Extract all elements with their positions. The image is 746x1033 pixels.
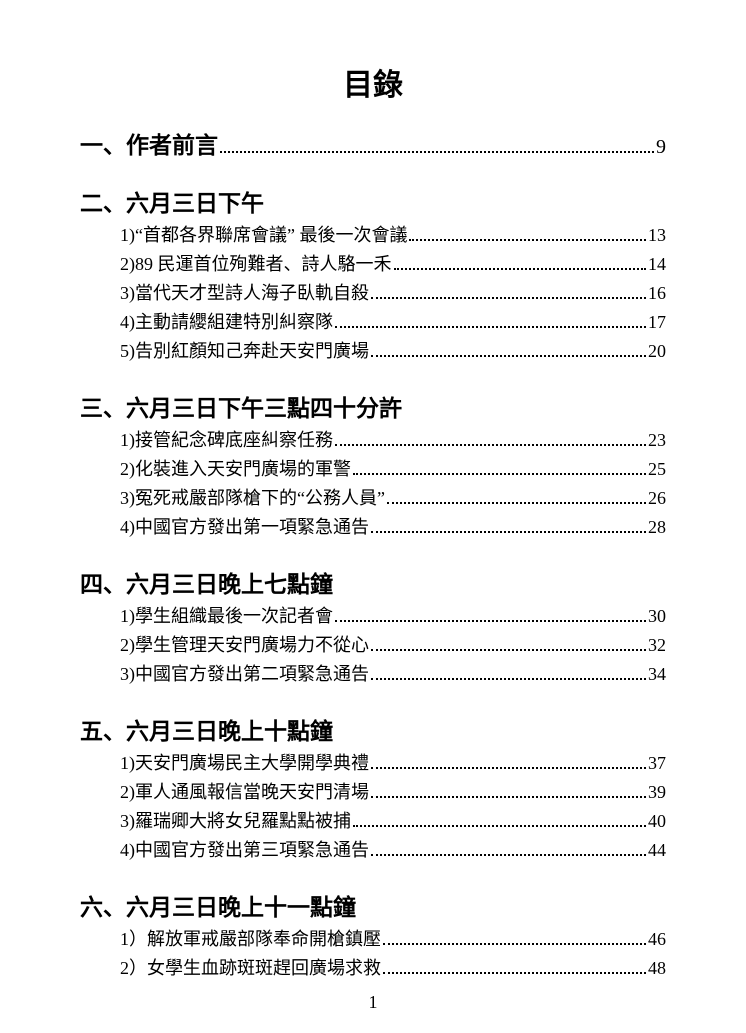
toc-entry: 3)中國官方發出第二項緊急通告 34 — [120, 661, 666, 688]
entry-page-number: 23 — [648, 427, 666, 454]
toc-entry: 2)軍人通風報信當晚天安門清場 39 — [120, 779, 666, 806]
dot-leader — [383, 942, 646, 945]
entry-label: 1)“首都各界聯席會議” 最後一次會議 — [120, 222, 407, 249]
toc-entry: 5)告別紅顏知己奔赴天安門廣場 20 — [120, 338, 666, 365]
toc-sections: 一、作者前言9二、六月三日下午1)“首都各界聯席會議” 最後一次會議132)89… — [80, 126, 666, 982]
toc-section: 一、作者前言 9 — [80, 126, 666, 160]
dot-leader — [353, 824, 646, 827]
dot-leader — [394, 267, 647, 270]
entry-page-number: 48 — [648, 955, 666, 982]
entry-label: 1)接管紀念碑底座糾察任務 — [120, 427, 333, 454]
dot-leader — [335, 619, 646, 622]
entry-page-number: 13 — [648, 222, 666, 249]
entry-label: 3)冤死戒嚴部隊槍下的“公務人員” — [120, 485, 385, 512]
toc-section: 三、六月三日下午三點四十分許1)接管紀念碑底座糾察任務232)化裝進入天安門廣場… — [80, 389, 666, 541]
entry-page-number: 40 — [648, 808, 666, 835]
toc-section: 五、六月三日晚上十點鐘1)天安門廣場民主大學開學典禮372)軍人通風報信當晚天安… — [80, 712, 666, 864]
entry-page-number: 16 — [648, 280, 666, 307]
section-heading-text: 二、六月三日下午 — [80, 184, 264, 218]
toc-entry: 1）解放軍戒嚴部隊奉命開槍鎮壓 46 — [120, 926, 666, 953]
dot-leader — [335, 443, 646, 446]
dot-leader — [371, 530, 646, 533]
toc-entry: 2)89 民運首位殉難者、詩人駱一禾 14 — [120, 251, 666, 278]
section-heading: 二、六月三日下午 — [80, 184, 666, 218]
dot-leader — [371, 296, 646, 299]
entry-label: 2)化裝進入天安門廣場的軍警 — [120, 456, 351, 483]
section-heading-text: 四、六月三日晚上七點鐘 — [80, 565, 333, 599]
section-page-number: 9 — [656, 136, 666, 159]
entry-label: 2）女學生血跡斑斑趕回廣場求救 — [120, 955, 381, 982]
entry-label: 3)羅瑞卿大將女兒羅點點被捕 — [120, 808, 351, 835]
dot-leader — [387, 501, 646, 504]
entry-label: 2)89 民運首位殉難者、詩人駱一禾 — [120, 251, 392, 278]
toc-entry: 2)學生管理天安門廣場力不從心 32 — [120, 632, 666, 659]
section-heading: 四、六月三日晚上七點鐘 — [80, 565, 666, 599]
toc-entry: 3)羅瑞卿大將女兒羅點點被捕 40 — [120, 808, 666, 835]
entry-label: 1)天安門廣場民主大學開學典禮 — [120, 750, 369, 777]
dot-leader — [220, 150, 654, 153]
entry-label: 1)學生組織最後一次記者會 — [120, 603, 333, 630]
footer-page-number: 1 — [0, 992, 746, 1013]
dot-leader — [371, 766, 646, 769]
entry-label: 5)告別紅顏知己奔赴天安門廣場 — [120, 338, 369, 365]
entry-page-number: 14 — [648, 251, 666, 278]
entry-page-number: 25 — [648, 456, 666, 483]
entry-label: 1）解放軍戒嚴部隊奉命開槍鎮壓 — [120, 926, 381, 953]
toc-section: 四、六月三日晚上七點鐘1)學生組織最後一次記者會302)學生管理天安門廣場力不從… — [80, 565, 666, 688]
toc-entry: 3)當代天才型詩人海子臥軌自殺 16 — [120, 280, 666, 307]
dot-leader — [409, 238, 646, 241]
toc-entry: 1)天安門廣場民主大學開學典禮 37 — [120, 750, 666, 777]
toc-entry: 3)冤死戒嚴部隊槍下的“公務人員” 26 — [120, 485, 666, 512]
dot-leader — [371, 795, 646, 798]
entry-label: 3)中國官方發出第二項緊急通告 — [120, 661, 369, 688]
dot-leader — [371, 853, 646, 856]
dot-leader — [371, 354, 646, 357]
toc-entry: 4)中國官方發出第三項緊急通告 44 — [120, 837, 666, 864]
dot-leader — [371, 677, 646, 680]
toc-page: 目錄 一、作者前言9二、六月三日下午1)“首都各界聯席會議” 最後一次會議132… — [0, 0, 746, 1033]
toc-entry: 1)“首都各界聯席會議” 最後一次會議 13 — [120, 222, 666, 249]
entry-label: 3)當代天才型詩人海子臥軌自殺 — [120, 280, 369, 307]
toc-entry: 2）女學生血跡斑斑趕回廣場求救 48 — [120, 955, 666, 982]
entry-label: 2)學生管理天安門廣場力不從心 — [120, 632, 369, 659]
page-title: 目錄 — [80, 60, 666, 104]
entry-page-number: 37 — [648, 750, 666, 777]
entry-label: 2)軍人通風報信當晚天安門清場 — [120, 779, 369, 806]
dot-leader — [371, 648, 646, 651]
entry-page-number: 30 — [648, 603, 666, 630]
toc-section: 六、六月三日晚上十一點鐘1）解放軍戒嚴部隊奉命開槍鎮壓462）女學生血跡斑斑趕回… — [80, 888, 666, 982]
entry-page-number: 17 — [648, 309, 666, 336]
section-heading-text: 五、六月三日晚上十點鐘 — [80, 712, 333, 746]
section-heading-text: 一、作者前言 — [80, 126, 218, 160]
entry-page-number: 44 — [648, 837, 666, 864]
entry-page-number: 28 — [648, 514, 666, 541]
section-heading-text: 三、六月三日下午三點四十分許 — [80, 389, 402, 423]
section-heading: 三、六月三日下午三點四十分許 — [80, 389, 666, 423]
entry-label: 4)主動請纓組建特別糾察隊 — [120, 309, 333, 336]
section-heading: 五、六月三日晚上十點鐘 — [80, 712, 666, 746]
entry-page-number: 39 — [648, 779, 666, 806]
toc-section: 二、六月三日下午1)“首都各界聯席會議” 最後一次會議132)89 民運首位殉難… — [80, 184, 666, 365]
toc-entry: 1)接管紀念碑底座糾察任務 23 — [120, 427, 666, 454]
toc-entry: 4)主動請纓組建特別糾察隊 17 — [120, 309, 666, 336]
entry-page-number: 20 — [648, 338, 666, 365]
entry-label: 4)中國官方發出第一項緊急通告 — [120, 514, 369, 541]
entry-page-number: 32 — [648, 632, 666, 659]
section-heading: 一、作者前言 9 — [80, 126, 666, 160]
entry-page-number: 34 — [648, 661, 666, 688]
entry-page-number: 26 — [648, 485, 666, 512]
section-heading: 六、六月三日晚上十一點鐘 — [80, 888, 666, 922]
toc-entry: 1)學生組織最後一次記者會 30 — [120, 603, 666, 630]
section-heading-text: 六、六月三日晚上十一點鐘 — [80, 888, 356, 922]
entry-label: 4)中國官方發出第三項緊急通告 — [120, 837, 369, 864]
toc-entry: 4)中國官方發出第一項緊急通告 28 — [120, 514, 666, 541]
entry-page-number: 46 — [648, 926, 666, 953]
dot-leader — [383, 971, 646, 974]
toc-entry: 2)化裝進入天安門廣場的軍警 25 — [120, 456, 666, 483]
dot-leader — [353, 472, 646, 475]
dot-leader — [335, 325, 646, 328]
